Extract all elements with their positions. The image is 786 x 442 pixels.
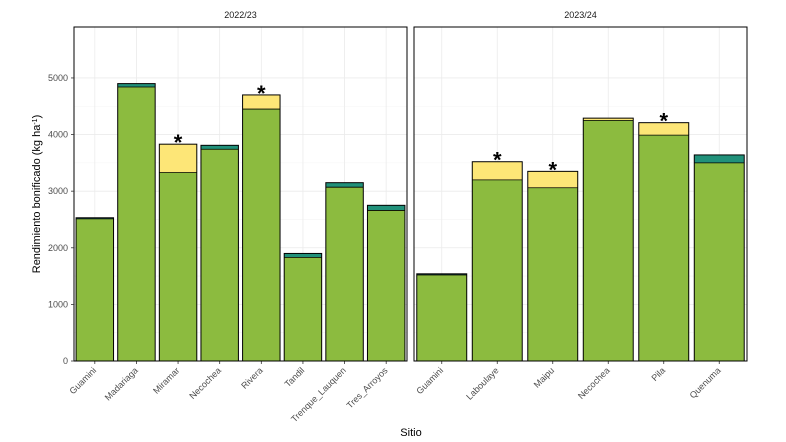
bar-increment-Quenuma <box>694 154 745 163</box>
bar-increment-Trenque_Lauquen <box>325 182 364 188</box>
significance-star: * <box>659 109 668 134</box>
bar-increment-Guamini <box>76 217 114 219</box>
facet-panel-2022-23: 2022/23 Guamini Madariaga * Miramar Necochea *… <box>48 10 408 424</box>
x-tick-label: Pila <box>649 365 667 383</box>
bar-increment-Necochea <box>200 145 239 150</box>
x-tick-label: Rivera <box>239 365 264 390</box>
bar-base-Laboulaye <box>472 179 523 361</box>
y-tick-label: 1000 <box>48 299 68 309</box>
bar-increment-Tres_Arroyos <box>367 205 405 211</box>
panel-border <box>413 26 748 362</box>
y-axis-title-main: Rendimiento bonificado (kg ha <box>31 124 43 273</box>
x-axis-title: Sitio <box>400 427 421 439</box>
x-tick-label: Tres_Arroyos <box>345 365 390 410</box>
significance-star: * <box>548 157 557 182</box>
bar-base-Tres_Arroyos <box>367 210 405 361</box>
bar-base-Tandil <box>284 257 322 361</box>
bar-increment-Necochea <box>583 118 634 121</box>
x-tick-label: Madariaga <box>103 365 140 402</box>
bar-increment-Maipu <box>527 171 578 188</box>
bar-increment-Laboulaye <box>472 161 523 180</box>
y-axis-title: Rendimiento bonificado (kg ha-1) <box>31 115 43 274</box>
bar-increment-Miramar <box>159 144 197 173</box>
significance-star: * <box>257 81 266 106</box>
bar-increment-Rivera <box>242 94 281 110</box>
significance-star: * <box>174 130 183 155</box>
facet-title: 2022/23 <box>224 10 257 20</box>
bar-base-Guamini <box>76 218 114 361</box>
x-tick-label: Laboulaye <box>464 365 500 401</box>
y-tick-label: 2000 <box>48 243 68 253</box>
facet-panel-2023-24: 2023/24 Guamini * Laboulaye * Maipu Necochea * P… <box>413 10 748 402</box>
x-tick-label: Necochea <box>187 365 223 401</box>
bar-base-Trenque_Lauquen <box>325 187 364 361</box>
y-axis-title-sup: -1 <box>32 118 39 124</box>
x-tick-label: Maipu <box>532 365 556 389</box>
x-tick-label: Necochea <box>576 365 612 401</box>
bar-base-Necochea <box>200 149 239 361</box>
bar-base-Quenuma <box>694 162 745 361</box>
bar-base-Pila <box>638 135 689 361</box>
facet-title: 2023/24 <box>564 10 597 20</box>
bar-increment-Guamini <box>416 273 467 275</box>
x-tick-label: Guamini <box>414 365 445 396</box>
bar-base-Maipu <box>527 187 578 361</box>
bar-increment-Pila <box>638 122 689 136</box>
bar-base-Necochea <box>583 120 634 362</box>
bar-base-Guamini <box>416 274 467 361</box>
bar-base-Miramar <box>159 172 197 361</box>
bar-base-Madariaga <box>117 87 156 362</box>
significance-star: * <box>493 148 502 173</box>
bar-increment-Madariaga <box>117 83 156 88</box>
x-tick-label: Guamini <box>67 365 98 396</box>
panel-border <box>73 26 408 362</box>
x-tick-label: Tandil <box>283 365 307 389</box>
y-tick-label: 3000 <box>48 186 68 196</box>
bar-increment-Tandil <box>284 253 322 258</box>
y-tick-label: 5000 <box>48 73 68 83</box>
y-axis-title-close: ) <box>31 115 43 119</box>
x-tick-label: Quenuma <box>688 365 723 400</box>
bar-base-Rivera <box>242 109 281 361</box>
x-tick-label: Miramar <box>151 365 181 395</box>
y-tick-label: 0 <box>63 356 68 366</box>
y-tick-label: 4000 <box>48 130 68 140</box>
